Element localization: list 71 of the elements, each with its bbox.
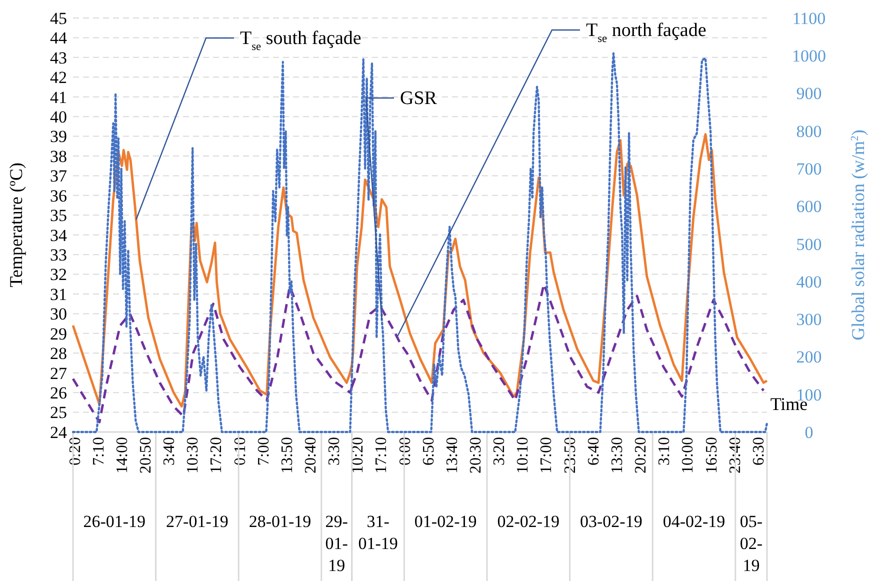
x2-tick-label: 01-02-19 — [414, 512, 477, 531]
y-tick-label: 45 — [50, 8, 67, 28]
y-axis-title: Temperature (ºC) — [6, 162, 26, 288]
series-label: GSR — [400, 88, 438, 109]
x-tick-label: 13:40 — [444, 437, 461, 474]
x2-tick-label: 26-01-19 — [83, 512, 146, 531]
y-tick-label: 27 — [50, 364, 68, 383]
x-tick-label: 3:40 — [161, 437, 178, 466]
y2-tick-label: 0 — [804, 422, 814, 442]
x-tick-label: 6:30 — [750, 437, 768, 466]
y2-tick-label: 600 — [796, 197, 822, 216]
x-tick-label: 17:10 — [373, 437, 390, 474]
y2-tick-label: 400 — [796, 272, 822, 292]
y-tick-label: 35 — [50, 206, 67, 226]
x-tick-label: 14:00 — [114, 437, 131, 474]
x-tick-label: 3:10 — [656, 437, 674, 466]
x-tick-label: 13:50 — [278, 437, 296, 474]
y2-tick-label: 900 — [796, 84, 822, 104]
y-tick-label: 37 — [50, 166, 68, 186]
y-tick-label: 44 — [50, 28, 68, 48]
x2-tick-label: 03-02-19 — [580, 512, 642, 531]
y-tick-label: 30 — [50, 304, 67, 324]
text: T$_{se}$ north façade — [586, 20, 706, 45]
x-tick-label: 16:50 — [703, 437, 720, 474]
y-tick-label: 32 — [50, 265, 67, 284]
y-tick-label: 41 — [50, 88, 67, 107]
y-tick-label: 39 — [50, 127, 67, 146]
y-tick-label: 38 — [50, 146, 67, 166]
y2-tick-label: 700 — [796, 159, 822, 178]
x2-tick-label: 02-02-19 — [497, 512, 560, 531]
y-tick-label: 28 — [50, 344, 67, 364]
x-tick-label: 7:10 — [90, 437, 108, 466]
y2-tick-label: 500 — [796, 234, 822, 254]
y2-tick-label: 300 — [796, 310, 822, 330]
x-tick-label: 20:50 — [137, 437, 154, 474]
x2-tick-label: 27-01-19 — [166, 512, 228, 531]
x-tick-label: 20:30 — [468, 437, 485, 474]
y-tick-label: 31 — [50, 284, 67, 304]
y2-tick-label: 1000 — [792, 46, 826, 66]
x2-tick-label: 31-01-19 — [358, 512, 398, 553]
y-tick-label: 43 — [50, 48, 67, 68]
y-tick-label: 24 — [50, 422, 68, 442]
x2-tick-label: 28-01-19 — [248, 512, 312, 531]
y-tick-label: 40 — [50, 108, 67, 127]
x-tick-label: 17:20 — [208, 437, 226, 474]
x-tick-label: 6:40 — [585, 437, 602, 466]
y2-tick-label: 1100 — [792, 8, 826, 28]
y-tick-label: 26 — [50, 384, 67, 403]
y-tick-label: 42 — [50, 68, 67, 88]
y-tick-label: 36 — [50, 186, 67, 206]
x-tick-label: 20:40 — [302, 437, 320, 474]
y-tick-label: 29 — [50, 324, 67, 344]
x-tick-label: 6:50 — [420, 437, 438, 466]
x-tick-label: 10:30 — [184, 437, 202, 474]
y2-tick-label: 200 — [796, 348, 822, 367]
y2-tick-label: 800 — [796, 122, 822, 141]
x2-tick-label: 05-02-19 — [740, 512, 763, 575]
x-tick-label: 7:00 — [255, 437, 272, 466]
x-tick-label: 3:20 — [491, 437, 508, 466]
x-tick-label: 10:00 — [680, 437, 697, 474]
x-tick-label: 10:10 — [514, 437, 532, 474]
text: T$_{se}$ south façade — [240, 28, 362, 53]
x2-tick-label: 04-02-19 — [662, 512, 726, 531]
y-tick-label: 33 — [50, 246, 67, 265]
x2-tick-label: 29-01-19 — [325, 512, 348, 575]
x-tick-label: 20:20 — [632, 437, 650, 474]
x-tick-label: 3:30 — [326, 437, 344, 466]
y-tick-label: 34 — [50, 226, 68, 245]
x-tick-label: 17:00 — [538, 437, 556, 474]
x-tick-label: 13:30 — [608, 437, 626, 474]
y-tick-label: 25 — [50, 403, 67, 422]
